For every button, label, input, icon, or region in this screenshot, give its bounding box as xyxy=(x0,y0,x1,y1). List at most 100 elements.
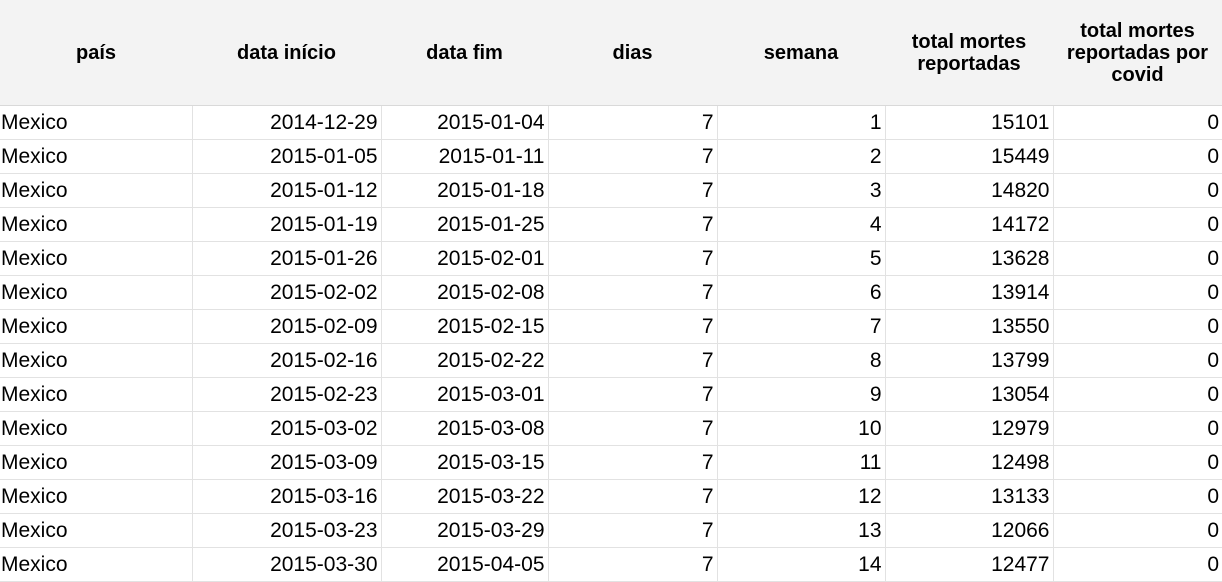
cell-total-mortes[interactable]: 15101 xyxy=(885,105,1054,140)
cell-pais[interactable]: Mexico xyxy=(0,445,193,480)
cell-data-inicio[interactable]: 2015-01-12 xyxy=(192,173,382,208)
cell-dias[interactable]: 7 xyxy=(548,105,718,140)
cell-dias[interactable]: 7 xyxy=(548,309,718,344)
cell-total-mortes-covid[interactable]: 0 xyxy=(1053,377,1222,412)
cell-total-mortes[interactable]: 14172 xyxy=(885,207,1054,242)
cell-total-mortes[interactable]: 12498 xyxy=(885,445,1054,480)
cell-data-fim[interactable]: 2015-04-05 xyxy=(381,547,549,582)
cell-total-mortes[interactable]: 13628 xyxy=(885,241,1054,276)
cell-pais[interactable]: Mexico xyxy=(0,343,193,378)
cell-dias[interactable]: 7 xyxy=(548,445,718,480)
cell-data-fim[interactable]: 2015-03-08 xyxy=(381,411,549,446)
cell-pais[interactable]: Mexico xyxy=(0,547,193,582)
cell-data-fim[interactable]: 2015-01-18 xyxy=(381,173,549,208)
cell-total-mortes-covid[interactable]: 0 xyxy=(1053,343,1222,378)
cell-data-inicio[interactable]: 2015-03-30 xyxy=(192,547,382,582)
cell-total-mortes[interactable]: 12979 xyxy=(885,411,1054,446)
cell-data-inicio[interactable]: 2015-03-23 xyxy=(192,513,382,548)
cell-semana[interactable]: 12 xyxy=(717,479,886,514)
cell-pais[interactable]: Mexico xyxy=(0,309,193,344)
cell-data-fim[interactable]: 2015-01-11 xyxy=(381,139,549,174)
column-header-pais[interactable]: país xyxy=(0,0,192,106)
cell-data-fim[interactable]: 2015-02-22 xyxy=(381,343,549,378)
cell-total-mortes-covid[interactable]: 0 xyxy=(1053,275,1222,310)
cell-pais[interactable]: Mexico xyxy=(0,377,193,412)
cell-dias[interactable]: 7 xyxy=(548,207,718,242)
cell-pais[interactable]: Mexico xyxy=(0,241,193,276)
cell-data-inicio[interactable]: 2015-01-05 xyxy=(192,139,382,174)
cell-data-inicio[interactable]: 2015-01-19 xyxy=(192,207,382,242)
cell-total-mortes[interactable]: 13133 xyxy=(885,479,1054,514)
cell-data-inicio[interactable]: 2015-01-26 xyxy=(192,241,382,276)
cell-dias[interactable]: 7 xyxy=(548,411,718,446)
cell-semana[interactable]: 1 xyxy=(717,105,886,140)
cell-semana[interactable]: 2 xyxy=(717,139,886,174)
column-header-total-mortes-covid[interactable]: total mortes reportadas por covid xyxy=(1053,0,1222,106)
cell-dias[interactable]: 7 xyxy=(548,343,718,378)
cell-total-mortes[interactable]: 14820 xyxy=(885,173,1054,208)
cell-pais[interactable]: Mexico xyxy=(0,479,193,514)
cell-total-mortes[interactable]: 13799 xyxy=(885,343,1054,378)
cell-dias[interactable]: 7 xyxy=(548,241,718,276)
cell-total-mortes-covid[interactable]: 0 xyxy=(1053,105,1222,140)
cell-data-fim[interactable]: 2015-02-01 xyxy=(381,241,549,276)
cell-data-inicio[interactable]: 2015-03-16 xyxy=(192,479,382,514)
cell-data-fim[interactable]: 2015-02-08 xyxy=(381,275,549,310)
cell-total-mortes-covid[interactable]: 0 xyxy=(1053,241,1222,276)
cell-total-mortes-covid[interactable]: 0 xyxy=(1053,479,1222,514)
cell-pais[interactable]: Mexico xyxy=(0,207,193,242)
cell-data-inicio[interactable]: 2015-02-23 xyxy=(192,377,382,412)
column-header-total-mortes[interactable]: total mortes reportadas xyxy=(885,0,1053,106)
cell-data-fim[interactable]: 2015-03-01 xyxy=(381,377,549,412)
cell-pais[interactable]: Mexico xyxy=(0,275,193,310)
cell-data-inicio[interactable]: 2015-03-02 xyxy=(192,411,382,446)
cell-semana[interactable]: 6 xyxy=(717,275,886,310)
cell-total-mortes-covid[interactable]: 0 xyxy=(1053,309,1222,344)
cell-semana[interactable]: 14 xyxy=(717,547,886,582)
cell-data-inicio[interactable]: 2015-02-16 xyxy=(192,343,382,378)
column-header-semana[interactable]: semana xyxy=(717,0,885,106)
cell-dias[interactable]: 7 xyxy=(548,377,718,412)
cell-total-mortes[interactable]: 12066 xyxy=(885,513,1054,548)
cell-data-inicio[interactable]: 2014-12-29 xyxy=(192,105,382,140)
cell-data-fim[interactable]: 2015-01-04 xyxy=(381,105,549,140)
cell-total-mortes[interactable]: 12477 xyxy=(885,547,1054,582)
cell-pais[interactable]: Mexico xyxy=(0,173,193,208)
cell-pais[interactable]: Mexico xyxy=(0,513,193,548)
cell-data-fim[interactable]: 2015-02-15 xyxy=(381,309,549,344)
cell-semana[interactable]: 11 xyxy=(717,445,886,480)
cell-total-mortes[interactable]: 15449 xyxy=(885,139,1054,174)
cell-total-mortes[interactable]: 13550 xyxy=(885,309,1054,344)
cell-dias[interactable]: 7 xyxy=(548,173,718,208)
cell-total-mortes[interactable]: 13054 xyxy=(885,377,1054,412)
cell-data-fim[interactable]: 2015-03-22 xyxy=(381,479,549,514)
cell-total-mortes-covid[interactable]: 0 xyxy=(1053,139,1222,174)
cell-data-inicio[interactable]: 2015-02-02 xyxy=(192,275,382,310)
cell-dias[interactable]: 7 xyxy=(548,479,718,514)
cell-semana[interactable]: 7 xyxy=(717,309,886,344)
cell-total-mortes-covid[interactable]: 0 xyxy=(1053,411,1222,446)
cell-dias[interactable]: 7 xyxy=(548,513,718,548)
cell-total-mortes-covid[interactable]: 0 xyxy=(1053,173,1222,208)
cell-dias[interactable]: 7 xyxy=(548,547,718,582)
column-header-dias[interactable]: dias xyxy=(548,0,717,106)
cell-data-fim[interactable]: 2015-01-25 xyxy=(381,207,549,242)
cell-total-mortes-covid[interactable]: 0 xyxy=(1053,445,1222,480)
cell-semana[interactable]: 5 xyxy=(717,241,886,276)
cell-data-inicio[interactable]: 2015-03-09 xyxy=(192,445,382,480)
cell-dias[interactable]: 7 xyxy=(548,139,718,174)
cell-semana[interactable]: 13 xyxy=(717,513,886,548)
cell-semana[interactable]: 3 xyxy=(717,173,886,208)
cell-data-inicio[interactable]: 2015-02-09 xyxy=(192,309,382,344)
cell-total-mortes-covid[interactable]: 0 xyxy=(1053,547,1222,582)
cell-data-fim[interactable]: 2015-03-29 xyxy=(381,513,549,548)
cell-total-mortes-covid[interactable]: 0 xyxy=(1053,207,1222,242)
cell-data-fim[interactable]: 2015-03-15 xyxy=(381,445,549,480)
cell-semana[interactable]: 8 xyxy=(717,343,886,378)
cell-pais[interactable]: Mexico xyxy=(0,411,193,446)
cell-total-mortes-covid[interactable]: 0 xyxy=(1053,513,1222,548)
cell-pais[interactable]: Mexico xyxy=(0,139,193,174)
cell-pais[interactable]: Mexico xyxy=(0,105,193,140)
cell-total-mortes[interactable]: 13914 xyxy=(885,275,1054,310)
cell-semana[interactable]: 10 xyxy=(717,411,886,446)
